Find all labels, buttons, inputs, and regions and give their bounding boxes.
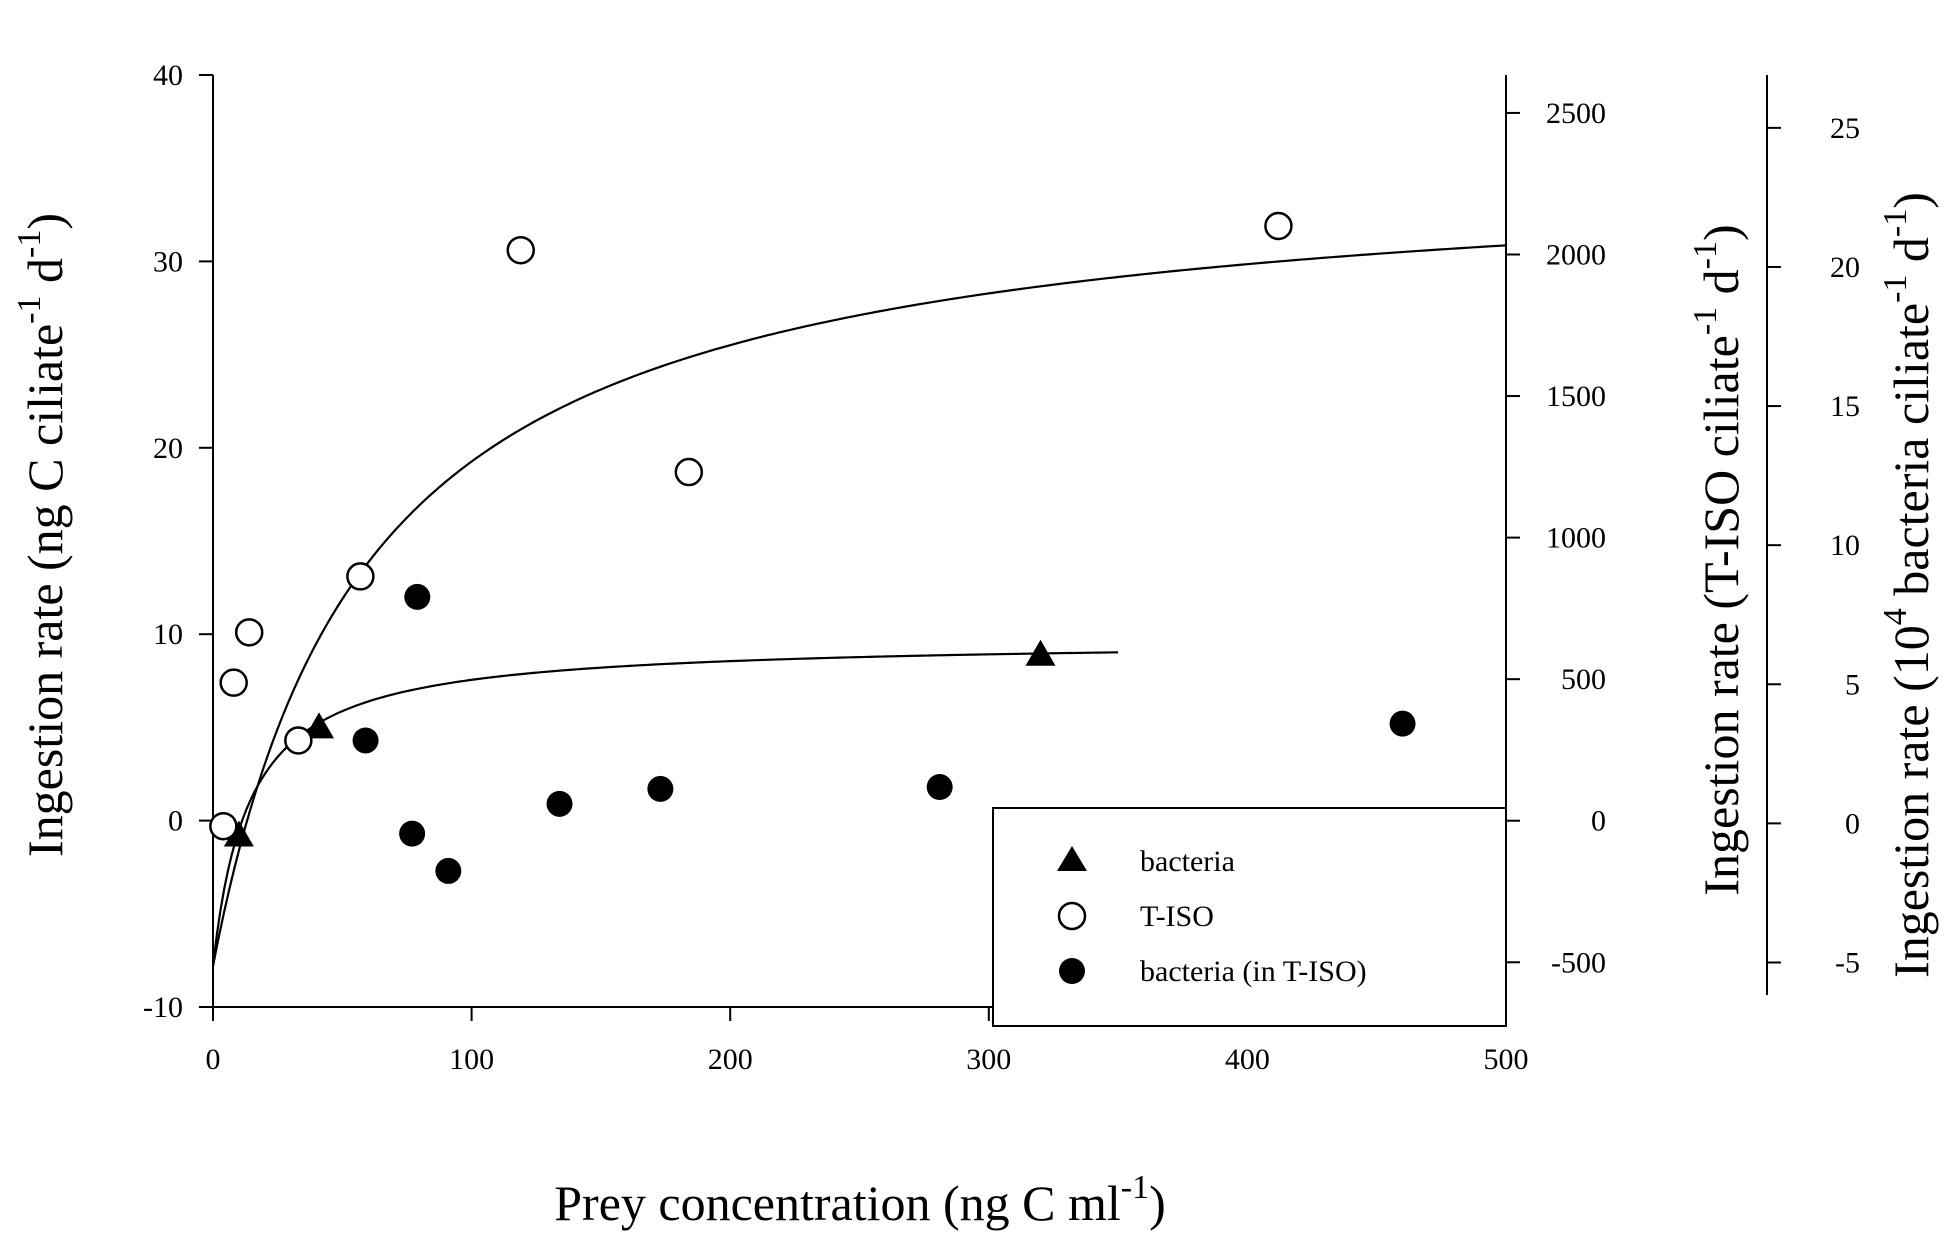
point-t-iso <box>219 668 248 697</box>
right-y-tick-label: 0 <box>1591 805 1606 838</box>
point-bacteria-in-t-iso <box>647 775 674 802</box>
x-tick-label: 200 <box>708 1043 753 1076</box>
x-tick-label: 100 <box>449 1043 494 1076</box>
data-points <box>209 211 1416 884</box>
second-right-y-axis-ticks: -5 0 5 10 15 20 25 <box>1767 112 1860 979</box>
legend-marker-t-iso <box>1057 901 1087 931</box>
second-right-y-tick-label: 10 <box>1830 529 1860 562</box>
point-t-iso <box>506 235 535 265</box>
legend: bacteria T-ISO bacteria (in T-ISO) <box>992 807 1507 1027</box>
point-t-iso <box>284 726 313 755</box>
legend-label-bacteria: bacteria <box>1140 845 1235 878</box>
right-y-tick-label: 500 <box>1561 663 1606 696</box>
point-bacteria-in-t-iso <box>404 583 431 610</box>
left-y-tick-label: 40 <box>153 59 183 92</box>
point-bacteria-in-t-iso <box>352 727 379 754</box>
right-y-axis-title: Ingestion rate (T-ISO ciliate-1 d-1) <box>1687 224 1749 895</box>
second-right-y-tick-label: 5 <box>1845 668 1860 701</box>
second-right-y-tick-label: 15 <box>1830 390 1860 423</box>
point-bacteria <box>223 820 254 847</box>
right-y-tick-label: 1500 <box>1546 380 1606 413</box>
second-right-y-tick-label: 0 <box>1845 807 1860 840</box>
second-right-y-axis-title: Ingestion rate (104 bacteria ciliate-1 d… <box>1877 192 1939 978</box>
legend-label-t-iso: T-ISO <box>1140 900 1214 933</box>
point-t-iso <box>209 811 238 841</box>
left-y-tick-label: 0 <box>168 805 183 838</box>
point-bacteria-in-t-iso <box>1389 710 1416 737</box>
x-tick-label: 300 <box>966 1043 1011 1076</box>
left-y-tick-label: 30 <box>153 245 183 278</box>
fit-curve <box>211 651 1119 967</box>
right-y-tick-label: 2500 <box>1546 97 1606 130</box>
second-right-y-tick-label: -5 <box>1835 946 1860 979</box>
left-y-tick-label: -10 <box>143 991 183 1024</box>
point-t-iso <box>1264 211 1293 241</box>
second-right-y-tick-label: 20 <box>1830 251 1860 284</box>
legend-marker-bacteria-in-t-iso <box>1059 958 1085 984</box>
legend-marker-bacteria <box>1057 846 1087 871</box>
left-y-axis-ticks: -10 0 10 20 30 40 <box>143 59 213 1024</box>
x-tick-label: 0 <box>206 1043 221 1076</box>
point-t-iso <box>234 618 264 647</box>
fit-curve <box>211 244 1507 967</box>
left-y-axis-title: Ingestion rate (ng C ciliate-1 d-1) <box>11 213 73 857</box>
right-y-axis-ticks: -500 0 500 1000 1500 2000 2500 <box>1506 97 1606 979</box>
point-bacteria-in-t-iso <box>435 857 462 884</box>
right-y-tick-label: 1000 <box>1546 522 1606 555</box>
fit-curves <box>211 244 1507 967</box>
point-bacteria-in-t-iso <box>546 790 573 817</box>
point-bacteria <box>1025 639 1056 666</box>
left-y-tick-label: 20 <box>153 432 183 465</box>
x-tick-label: 500 <box>1484 1043 1529 1076</box>
point-t-iso <box>346 562 375 591</box>
x-tick-label: 400 <box>1225 1043 1270 1076</box>
x-axis-title: Prey concentration (ng C ml-1) <box>554 1169 1166 1231</box>
point-t-iso <box>674 457 704 487</box>
legend-label-bacteria-in-t-iso: bacteria (in T-ISO) <box>1140 955 1367 988</box>
point-bacteria-in-t-iso <box>399 820 426 847</box>
point-bacteria <box>304 712 335 739</box>
second-right-y-tick-label: 25 <box>1830 112 1860 145</box>
point-bacteria-in-t-iso <box>926 774 953 801</box>
right-y-tick-label: 2000 <box>1546 238 1606 271</box>
right-y-tick-label: -500 <box>1551 946 1606 979</box>
left-y-tick-label: 10 <box>153 618 183 651</box>
